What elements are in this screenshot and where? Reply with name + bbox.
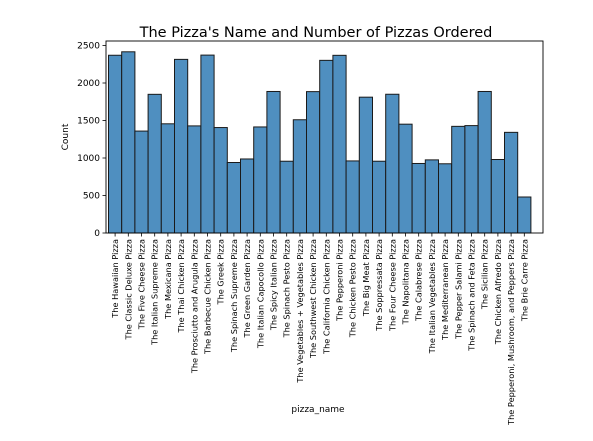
- x-tick-label: The Soppressata Pizza: [374, 239, 384, 332]
- x-tick-label: The Prosciutto and Arugula Pizza: [189, 239, 199, 374]
- x-tick-label: The Mexicana Pizza: [163, 239, 173, 320]
- chart-title: The Pizza's Name and Number of Pizzas Or…: [139, 25, 493, 41]
- bar: [504, 131, 519, 234]
- y-tick-label: 1500: [77, 117, 100, 127]
- bar: [451, 125, 466, 234]
- x-tick-label: The Spinach Supreme Pizza: [229, 239, 239, 353]
- bar: [398, 123, 413, 234]
- y-tick-label: 1000: [77, 154, 100, 164]
- x-tick-label: The Pepperoni, Mushroom, and Peppers Piz…: [506, 239, 516, 426]
- y-tick-label: 2500: [77, 42, 100, 52]
- bar: [411, 162, 426, 234]
- y-axis-label: Count: [61, 123, 71, 150]
- x-tick-label: The Pepper Salami Pizza: [453, 239, 463, 340]
- bar: [464, 125, 479, 234]
- x-tick-label: The Greek Pizza: [216, 239, 226, 305]
- x-tick-label: The Green Garden Pizza: [242, 239, 252, 338]
- bars-group: [108, 51, 532, 234]
- bar: [385, 93, 400, 234]
- x-tick-label: The Chicken Alfredo Pizza: [493, 239, 503, 345]
- bar: [108, 54, 123, 234]
- bar: [266, 90, 281, 234]
- x-tick-label: The Calabrese Pizza: [414, 239, 424, 322]
- x-tick-label: The Napolitana Pizza: [401, 239, 411, 325]
- x-tick-label: The Mediterranean Pizza: [440, 239, 450, 341]
- x-tick-label: The Italian Supreme Pizza: [150, 239, 160, 346]
- x-tick-label: The Spinach and Feta Pizza: [467, 239, 477, 352]
- x-tick-label: The Brie Carre Pizza: [519, 239, 529, 322]
- plot-frame: [105, 40, 544, 234]
- bar: [332, 54, 347, 234]
- x-tick-label: The Southwest Chicken Pizza: [308, 239, 318, 359]
- bar: [226, 162, 242, 234]
- bar: [279, 160, 294, 234]
- x-tick-label: The Italian Capocollo Pizza: [255, 239, 265, 349]
- x-axis: The Hawaiian Pizza The Classic Deluxe Piz…: [110, 233, 529, 426]
- x-tick-label: The Big Meat Pizza: [361, 239, 371, 317]
- bar: [477, 90, 492, 234]
- x-axis-label: pizza_name: [291, 405, 345, 415]
- x-tick-label: The Italian Vegetables Pizza: [427, 239, 437, 354]
- bar: [490, 159, 505, 234]
- y-tick-label: 500: [83, 192, 100, 202]
- bar: [292, 119, 307, 234]
- y-axis: 0 500 1000 1500 2000 2500: [77, 42, 106, 239]
- bar: [358, 96, 373, 234]
- bar: [134, 130, 149, 234]
- bar: [187, 125, 202, 234]
- bar: [438, 163, 453, 234]
- bar: [372, 160, 387, 234]
- bar: [240, 158, 255, 234]
- bar: [160, 123, 176, 234]
- bar: [121, 51, 136, 234]
- x-tick-label: The Four Cheese Pizza: [387, 239, 397, 332]
- x-tick-label: The Barbecue Chicken Pizza: [203, 239, 213, 355]
- x-tick-label: The Thai Chicken Pizza: [176, 239, 186, 334]
- x-tick-label: The Hawaiian Pizza: [110, 239, 120, 319]
- x-tick-label: The Vegetables + Vegetables Pizza: [295, 239, 305, 384]
- x-tick-label: The Chicken Pesto Pizza: [348, 239, 358, 338]
- x-tick-label: The Classic Deluxe Pizza: [123, 239, 133, 340]
- bar: [424, 159, 439, 234]
- x-tick-label: The Spinach Pesto Pizza: [282, 239, 292, 338]
- bar: [213, 127, 228, 234]
- x-tick-label: The Sicilian Pizza: [480, 239, 490, 310]
- bar: [200, 54, 215, 234]
- bar: [319, 59, 334, 234]
- y-tick-label: 2000: [77, 79, 100, 89]
- bar: [306, 91, 321, 234]
- x-tick-label: The Spicy Italian Pizza: [269, 239, 279, 331]
- bar: [345, 160, 360, 234]
- bar: [174, 58, 189, 234]
- x-tick-label: The California Chicken Pizza: [321, 239, 331, 355]
- x-tick-label: The Pepperoni Pizza: [335, 239, 345, 322]
- x-tick-label: The Five Cheese Pizza: [137, 239, 147, 330]
- y-tick-label: 0: [94, 229, 100, 239]
- bar: [147, 93, 162, 234]
- bar: [253, 126, 268, 234]
- bar: [517, 196, 532, 234]
